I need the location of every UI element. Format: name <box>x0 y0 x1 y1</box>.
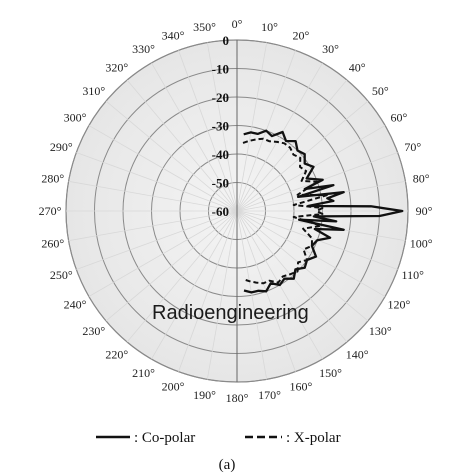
angle-tick-label: 160° <box>290 380 313 394</box>
angle-tick-label: 130° <box>369 324 392 338</box>
angle-tick-label: 170° <box>258 388 281 402</box>
grid-spoke <box>178 50 238 212</box>
angle-tick-label: 310° <box>82 84 105 98</box>
watermark-text: Radioengineering <box>152 302 309 324</box>
angle-tick-label: 120° <box>388 298 411 312</box>
series-x-polar-line <box>242 137 328 285</box>
angle-tick-label: 270° <box>39 204 62 218</box>
angle-tick-label: 60° <box>391 111 408 125</box>
grid-spoke <box>236 210 348 343</box>
grid-spoke <box>236 210 369 322</box>
grid-spoke <box>178 210 238 372</box>
angle-tick-label: 290° <box>50 140 73 154</box>
grid-spoke <box>151 62 238 212</box>
angle-tick-label: 300° <box>64 111 87 125</box>
radial-tick-label: -60 <box>212 204 229 219</box>
angle-tick-label: 50° <box>372 84 389 98</box>
angle-tick-label: 320° <box>105 61 128 75</box>
grid-spoke <box>236 42 268 212</box>
angle-tick-label: 340° <box>162 28 185 42</box>
radial-tick-label: -50 <box>212 176 229 191</box>
radial-tick-label: -10 <box>212 62 229 77</box>
angle-tick-label: 250° <box>50 268 73 282</box>
radial-tick-label: 0 <box>223 33 230 48</box>
angle-tick-label: 110° <box>402 268 425 282</box>
grid-spoke <box>88 210 238 297</box>
legend: : Co-polar : X-polar <box>96 430 341 446</box>
grid-spoke <box>236 100 369 212</box>
angle-tick-label: 200° <box>162 380 185 394</box>
grid-spoke <box>236 125 386 212</box>
axis-labels: 0° 10° 20° 30° 40° 50°60° 70° 80° 90° 100° 110° 120… <box>39 17 433 405</box>
grid-spoke <box>76 152 238 212</box>
angle-tick-label: 70° <box>404 140 421 154</box>
grid-spoke <box>76 210 238 270</box>
legend-co-polar-label: : Co-polar <box>134 430 195 446</box>
grid-spoke <box>236 62 323 212</box>
radial-tick-label: -40 <box>212 147 229 162</box>
angle-tick-label: 280° <box>41 172 64 186</box>
grid-spoke <box>105 100 238 212</box>
grid-spoke <box>236 210 268 380</box>
angle-tick-label: 230° <box>82 324 105 338</box>
grid-spoke <box>206 42 238 212</box>
grid-spoke <box>236 180 406 212</box>
angle-tick-label: 220° <box>105 347 128 361</box>
angle-tick-label: 20° <box>293 28 310 42</box>
angle-tick-label: 350° <box>193 20 216 34</box>
grid-spoke <box>206 210 238 380</box>
angle-tick-label: 180° <box>226 391 249 405</box>
grid-spoke <box>236 79 348 212</box>
angle-tick-label: 260° <box>41 236 64 250</box>
radial-tick-label: -20 <box>212 90 229 105</box>
angle-tick-label: 10° <box>261 20 278 34</box>
radial-tick-label: -30 <box>212 119 229 134</box>
angle-tick-label: 330° <box>132 42 155 56</box>
grid <box>65 39 409 383</box>
figure-caption: (a) <box>219 457 236 473</box>
series-layer <box>242 129 404 294</box>
angle-tick-label: 80° <box>413 172 430 186</box>
angle-tick-label: 210° <box>132 366 155 380</box>
angle-tick-label: 150° <box>319 366 342 380</box>
grid-spoke <box>105 210 238 322</box>
legend-x-polar-label: : X-polar <box>286 430 341 446</box>
grid-spoke <box>126 79 238 212</box>
angle-tick-label: 30° <box>322 42 339 56</box>
angle-tick-label: 40° <box>349 61 366 75</box>
grid-spoke <box>126 210 238 343</box>
grid-spoke <box>68 180 238 212</box>
series-co-polar-line <box>243 129 404 294</box>
angle-tick-label: 140° <box>346 347 369 361</box>
grid-spoke <box>88 125 238 212</box>
angle-tick-label: 0° <box>232 17 243 31</box>
grid-spoke <box>236 210 386 297</box>
grid-spoke <box>68 210 238 242</box>
angle-tick-label: 100° <box>410 236 433 250</box>
grid-spoke <box>151 210 238 360</box>
angle-tick-label: 240° <box>64 298 87 312</box>
angle-tick-label: 190° <box>193 388 216 402</box>
angle-tick-label: 90° <box>416 204 433 218</box>
